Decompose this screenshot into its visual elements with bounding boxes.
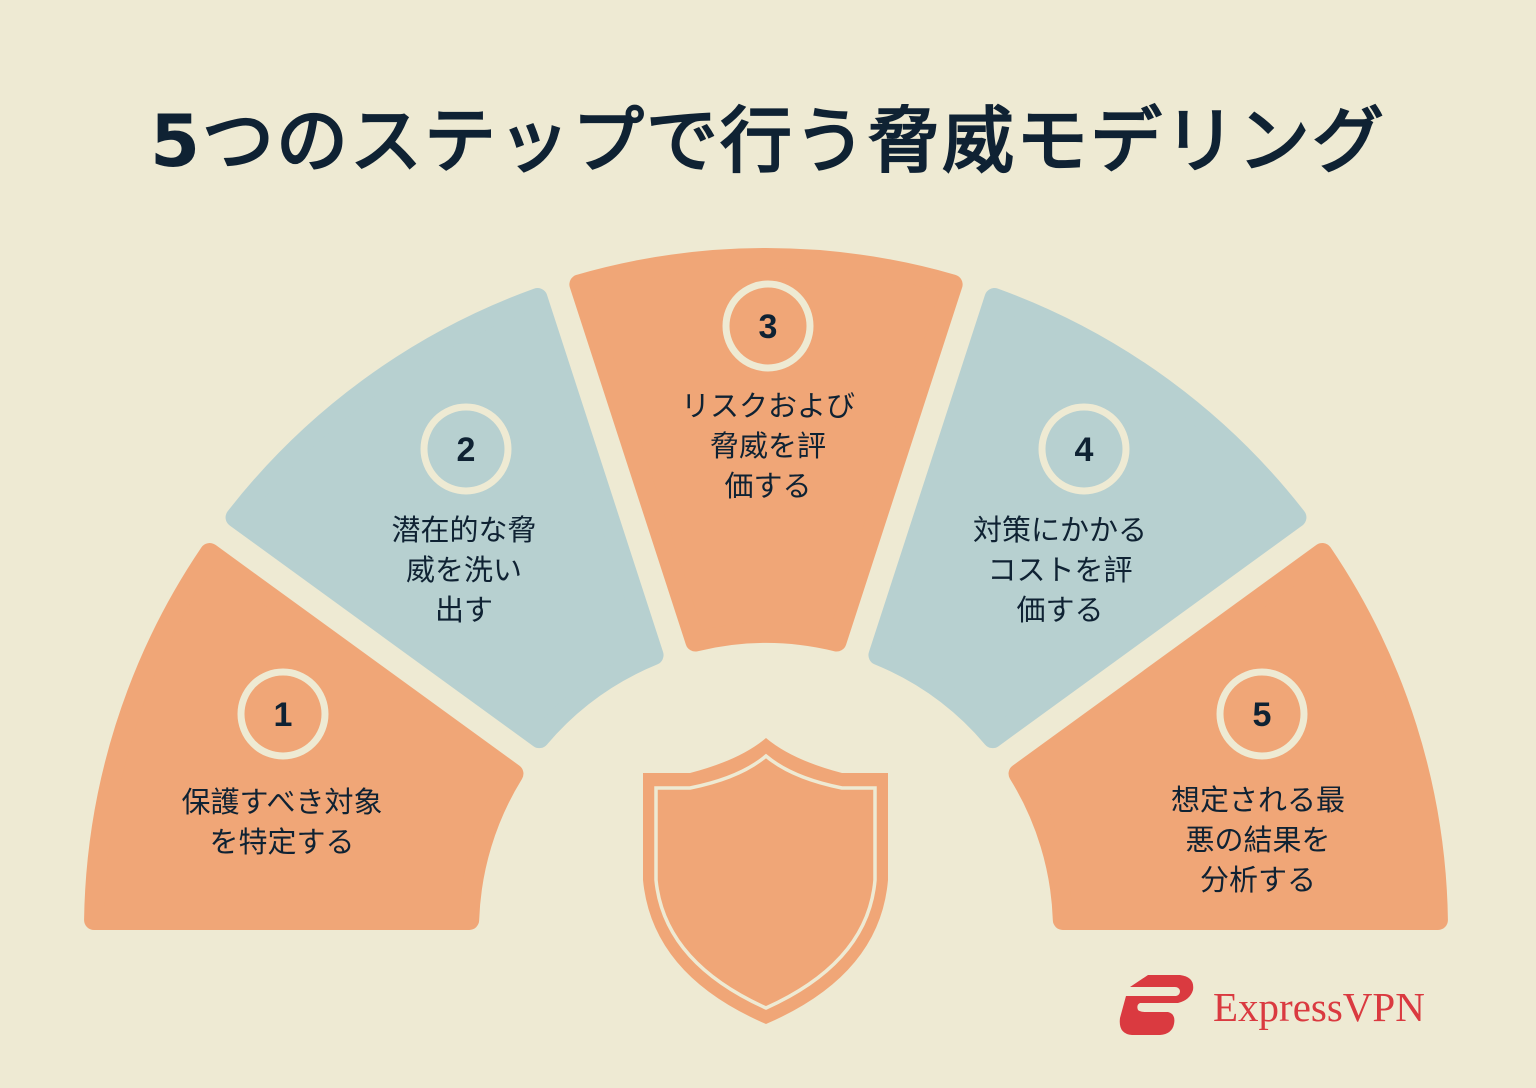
- step-segment-3: [569, 248, 963, 652]
- step-number-badge: 1: [237, 668, 329, 760]
- step-label-line: 威を洗い: [405, 553, 522, 587]
- step-label-line: 出す: [434, 593, 493, 627]
- step-label-5: 想定される最 悪の結果を分析する: [1128, 780, 1388, 900]
- step-label-line: 想定される最: [1170, 783, 1345, 817]
- step-label-1: 保護すべき対象 を特定する: [152, 782, 412, 862]
- step-number: 3: [759, 308, 778, 346]
- page-title: 5つのステップで行う脅威モデリング: [149, 99, 1387, 183]
- step-number-badge: 3: [722, 280, 814, 372]
- step-label-4: 対策にかかる コストを評価する: [930, 510, 1190, 630]
- step-label-line: 価する: [724, 469, 812, 503]
- step-label-line: 脅威を評: [709, 429, 826, 463]
- step-label-line: リスクおよび: [680, 389, 855, 423]
- step-number: 1: [274, 696, 293, 734]
- expressvpn-logo-text: ExpressVPN: [1213, 984, 1425, 1030]
- step-segment-4: [868, 288, 1307, 749]
- step-label-line: 価する: [1016, 593, 1104, 627]
- step-label-line: 潜在的な脅: [391, 513, 537, 547]
- step-label-line: 分析する: [1199, 863, 1316, 897]
- step-label-line: 保護すべき対象: [181, 785, 383, 819]
- step-label-line: 対策にかかる: [972, 513, 1147, 547]
- step-number-badge: 2: [420, 403, 512, 495]
- step-label-3: リスクおよび 脅威を評価する: [638, 386, 898, 506]
- step-label-line: 悪の結果を: [1185, 823, 1331, 857]
- shield-icon: [643, 738, 888, 1024]
- step-segment-2: [225, 288, 664, 749]
- step-number: 2: [457, 431, 476, 469]
- step-number: 5: [1253, 696, 1272, 734]
- step-label-line: を特定する: [209, 825, 355, 859]
- step-number-badge: 5: [1216, 668, 1308, 760]
- step-label-line: コストを評: [987, 553, 1133, 587]
- step-label-2: 潜在的な脅威を洗い出す: [334, 510, 594, 630]
- step-number-badge: 4: [1038, 403, 1130, 495]
- expressvpn-logo-icon: [1119, 975, 1194, 1035]
- step-number: 4: [1075, 431, 1094, 469]
